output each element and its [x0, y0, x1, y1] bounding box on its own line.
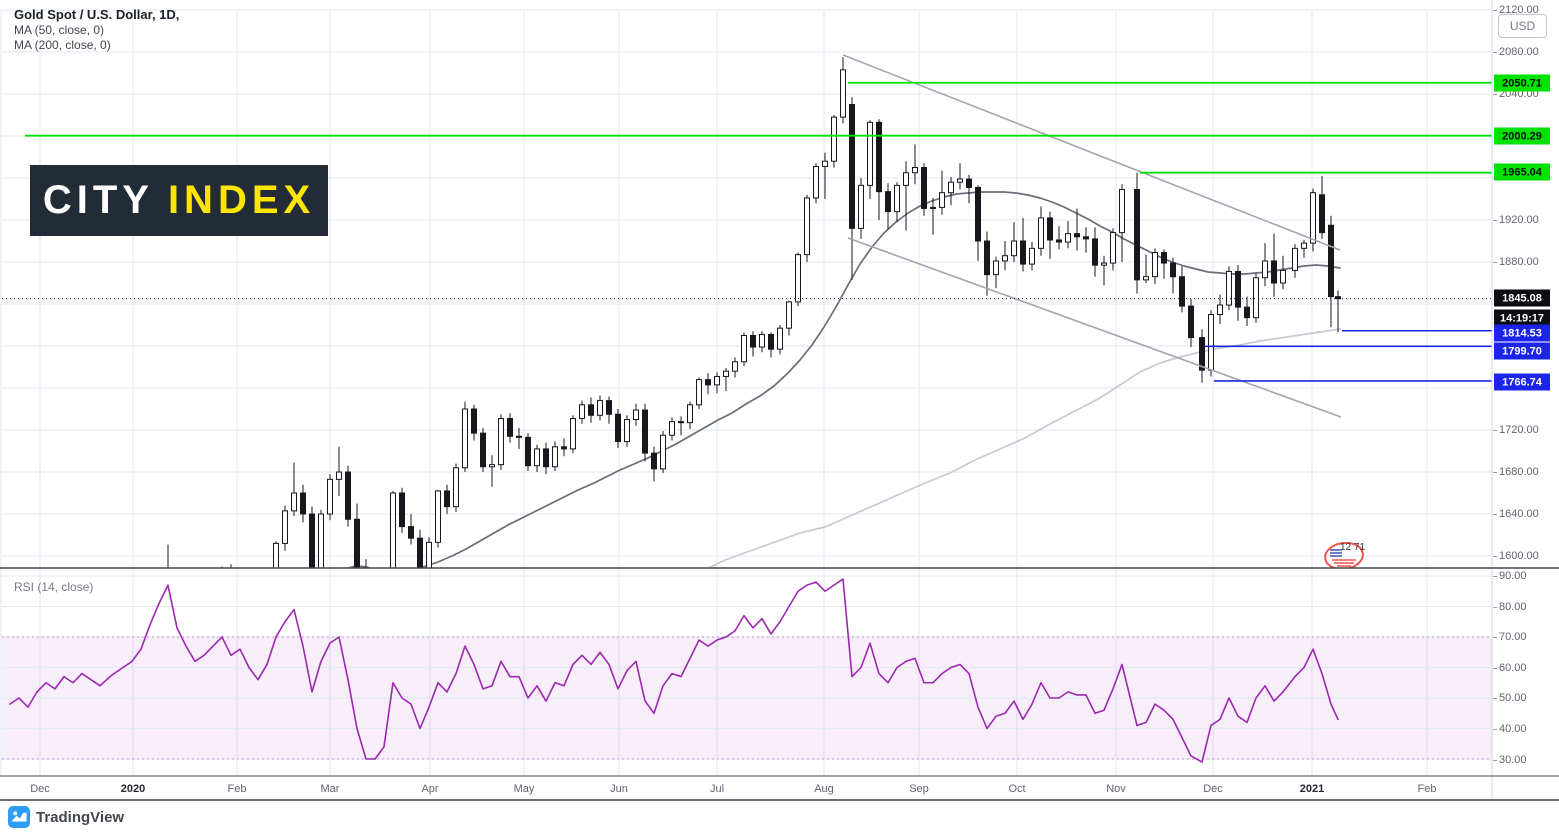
- rsi-tick-label: 70.00: [1499, 631, 1527, 643]
- rsi-tick-label: 30.00: [1499, 754, 1527, 766]
- rsi-tick-mark: [1493, 668, 1497, 669]
- price-tick-label: 1680.00: [1499, 466, 1539, 478]
- time-axis-month-label: Feb: [227, 782, 247, 795]
- price-pane: 12 71: [2, 54, 1492, 568]
- price-level-chip-blue: 1766.74: [1494, 373, 1550, 391]
- city-index-logo-city: CITY: [42, 178, 154, 222]
- time-axis-month-label: Aug: [814, 782, 834, 795]
- price-tick-mark: [1493, 430, 1497, 431]
- rsi-tick-mark: [1493, 637, 1497, 638]
- price-level-chip-black: 1845.08: [1494, 289, 1550, 307]
- city-index-logo: CITY INDEX: [30, 165, 328, 236]
- rsi-tick-mark: [1493, 607, 1497, 608]
- time-axis-month-label: Sep: [909, 782, 929, 795]
- time-axis-month-label: Apr: [421, 782, 439, 795]
- price-level-chip-green: 2000.29: [1494, 127, 1550, 145]
- svg-text:12 71: 12 71: [1340, 542, 1365, 553]
- price-tick-mark: [1493, 94, 1497, 95]
- rsi-tick-label: 60.00: [1499, 662, 1527, 674]
- time-axis-month-label: Nov: [1106, 782, 1126, 795]
- price-tick-label: 1720.00: [1499, 424, 1539, 436]
- currency-usd-button[interactable]: USD: [1498, 14, 1547, 38]
- rsi-tick-label: 50.00: [1499, 692, 1527, 704]
- rsi-tick-mark: [1493, 729, 1497, 730]
- price-tick-label: 1640.00: [1499, 508, 1539, 520]
- time-axis-month-label: Mar: [320, 782, 340, 795]
- tradingview-attribution[interactable]: TradingView: [8, 806, 124, 828]
- tradingview-logo-icon: [8, 806, 30, 828]
- rsi-tick-mark: [1493, 576, 1497, 577]
- price-tick-label: 2120.00: [1499, 4, 1539, 16]
- time-axis-month-label: Oct: [1008, 782, 1026, 795]
- price-tick-label: 1880.00: [1499, 256, 1539, 268]
- rsi-tick-mark: [1493, 760, 1497, 761]
- time-axis-month-label: May: [513, 782, 535, 795]
- tradingview-brand-text: TradingView: [36, 808, 125, 826]
- time-axis[interactable]: Dec 2020 Feb Mar Apr May Jun Jul Aug Sep Oct Nov Dec…: [0, 777, 1492, 800]
- price-tick-mark: [1493, 262, 1497, 263]
- price-level-chip-black: 14:19:17: [1494, 309, 1550, 327]
- price-tick-label: 2080.00: [1499, 46, 1539, 58]
- time-axis-year-label: 2021: [1299, 782, 1325, 795]
- price-level-chip-green: 1965.04: [1494, 163, 1550, 181]
- price-tick-mark: [1493, 556, 1497, 557]
- price-tick-mark: [1493, 514, 1497, 515]
- time-axis-month-label: Dec: [1203, 782, 1223, 795]
- rsi-tick-label: 90.00: [1499, 570, 1527, 582]
- time-axis-month-label: Feb: [1417, 782, 1437, 795]
- price-tick-label: 1600.00: [1499, 550, 1539, 562]
- time-axis-month-label: Jul: [709, 782, 725, 795]
- rsi-tick-label: 80.00: [1499, 601, 1527, 613]
- price-tick-mark: [1493, 220, 1497, 221]
- time-axis-month-label: Jun: [610, 782, 628, 795]
- price-tick-mark: [1493, 52, 1497, 53]
- price-tick-mark: [1493, 10, 1497, 11]
- legend-item-ma200[interactable]: MA (200, close, 0): [14, 38, 111, 52]
- rsi-indicator-label[interactable]: RSI (14, close): [14, 580, 94, 594]
- price-tick-mark: [1493, 472, 1497, 473]
- price-level-chip-blue: 1799.70: [1494, 342, 1550, 360]
- flag-stamp: 12 71: [1324, 541, 1365, 568]
- rsi-tick-mark: [1493, 698, 1497, 699]
- rsi-tick-label: 40.00: [1499, 723, 1527, 735]
- rsi-axis[interactable]: 90.00 80.00 70.00 60.00 50.00 40.00 30.00: [1493, 0, 1559, 776]
- legend-item-ma50[interactable]: MA (50, close, 0): [14, 23, 105, 37]
- city-index-logo-index: INDEX: [167, 178, 316, 222]
- symbol-title[interactable]: Gold Spot / U.S. Dollar, 1D,: [14, 7, 180, 22]
- price-level-chip-green: 2050.71: [1494, 74, 1550, 92]
- time-axis-year-label: 2020: [120, 782, 146, 795]
- time-axis-month-label: Dec: [30, 782, 50, 795]
- rsi-pane: [9, 578, 1339, 763]
- price-axis[interactable]: 2120.00 2080.00 2040.00 1920.00 1880.00 1720.…: [1493, 0, 1559, 776]
- chart-legend: Gold Spot / U.S. Dollar, 1D, MA (50, clo…: [14, 6, 179, 53]
- price-level-chip-blue: 1814.53: [1494, 324, 1550, 342]
- price-tick-label: 1920.00: [1499, 214, 1539, 226]
